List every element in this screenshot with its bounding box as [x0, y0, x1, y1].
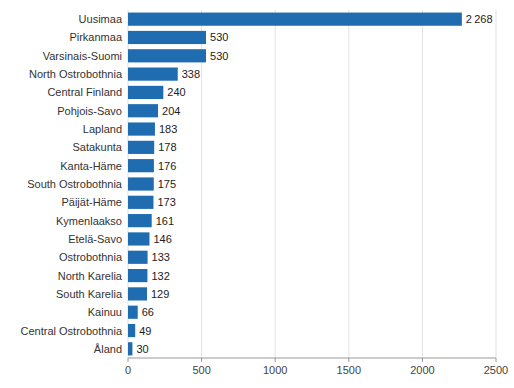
chart-container: 0 500 1000 1500 2000 2500 Uusimaa Pirkanmaa Vars…: [0, 0, 514, 388]
data-label: 175: [158, 178, 176, 190]
data-label: 183: [159, 123, 177, 135]
data-label: 49: [139, 325, 151, 337]
category-label: Satakunta: [72, 141, 122, 153]
data-label: 132: [151, 270, 169, 282]
category-label: North Ostrobothnia: [29, 68, 123, 80]
bar: [128, 306, 138, 319]
data-label: 2 268: [466, 13, 493, 25]
data-label: 133: [152, 251, 170, 263]
category-label: Central Finland: [47, 86, 122, 98]
bar: [128, 342, 132, 355]
tick-mark: [348, 358, 349, 362]
tick-mark: [422, 358, 423, 362]
category-label: Etelä-Savo: [68, 233, 122, 245]
tick-label: 500: [192, 364, 210, 376]
bar: [128, 31, 206, 44]
data-label: 338: [182, 68, 200, 80]
chart-svg: 0 500 1000 1500 2000 2500 Uusimaa Pirkanmaa Vars…: [0, 0, 514, 388]
tick-mark: [128, 358, 129, 362]
data-label: 129: [151, 288, 169, 300]
category-label: South Karelia: [56, 288, 123, 300]
category-label: Päijät-Häme: [61, 196, 122, 208]
category-label: Åland: [94, 343, 122, 355]
axis-line: [128, 358, 496, 359]
data-label: 146: [153, 233, 171, 245]
category-label: Pohjois-Savo: [57, 105, 122, 117]
bar: [128, 159, 154, 172]
data-labels: 2 268 530 530 338 240 204 183 178 176 175 173 161 14…: [136, 13, 492, 355]
data-label: 178: [158, 141, 176, 153]
bar: [128, 122, 155, 135]
category-label: Varsinais-Suomi: [43, 50, 122, 62]
bar: [128, 287, 147, 300]
tick-mark: [275, 358, 276, 362]
data-label: 66: [142, 306, 154, 318]
data-label: 161: [156, 215, 174, 227]
bar: [128, 86, 163, 99]
grid: [128, 10, 496, 358]
bar: [128, 49, 206, 62]
category-label: Pirkanmaa: [69, 31, 122, 43]
data-label: 240: [167, 86, 185, 98]
category-label: Lapland: [83, 123, 122, 135]
category-label: Kanta-Häme: [60, 160, 122, 172]
tick-mark: [201, 358, 202, 362]
category-label: Kymenlaakso: [56, 215, 122, 227]
category-label: Central Ostrobothnia: [21, 325, 123, 337]
data-label: 530: [210, 50, 228, 62]
grid-line: [275, 10, 276, 358]
tick-label: 2000: [410, 364, 434, 376]
category-label: South Ostrobothnia: [27, 178, 123, 190]
data-label: 530: [210, 31, 228, 43]
bar: [128, 68, 178, 81]
tick-label: 1500: [337, 364, 361, 376]
bar: [128, 269, 147, 282]
bar: [128, 196, 153, 209]
y-axis: Uusimaa Pirkanmaa Varsinais-Suomi North Ost…: [21, 13, 123, 355]
bar: [128, 141, 154, 154]
bar: [128, 104, 158, 117]
bar: [128, 324, 135, 337]
tick-label: 2500: [484, 364, 508, 376]
bar: [128, 177, 154, 190]
tick-label: 0: [125, 364, 131, 376]
x-axis: 0 500 1000 1500 2000 2500: [125, 358, 508, 376]
grid-line: [422, 10, 423, 358]
data-label: 30: [136, 343, 148, 355]
data-label: 173: [157, 196, 175, 208]
bar: [128, 232, 149, 245]
bar: [128, 214, 152, 227]
tick-mark: [496, 358, 497, 362]
grid-line: [496, 10, 497, 358]
grid-line: [348, 10, 349, 358]
data-label: 204: [162, 105, 180, 117]
bar: [128, 251, 148, 264]
category-label: Kainuu: [88, 306, 122, 318]
category-label: Ostrobothnia: [59, 251, 123, 263]
category-label: North Karelia: [58, 270, 123, 282]
tick-label: 1000: [263, 364, 287, 376]
category-label: Uusimaa: [79, 13, 123, 25]
bars: [128, 13, 462, 356]
data-label: 176: [158, 160, 176, 172]
bar: [128, 13, 462, 26]
